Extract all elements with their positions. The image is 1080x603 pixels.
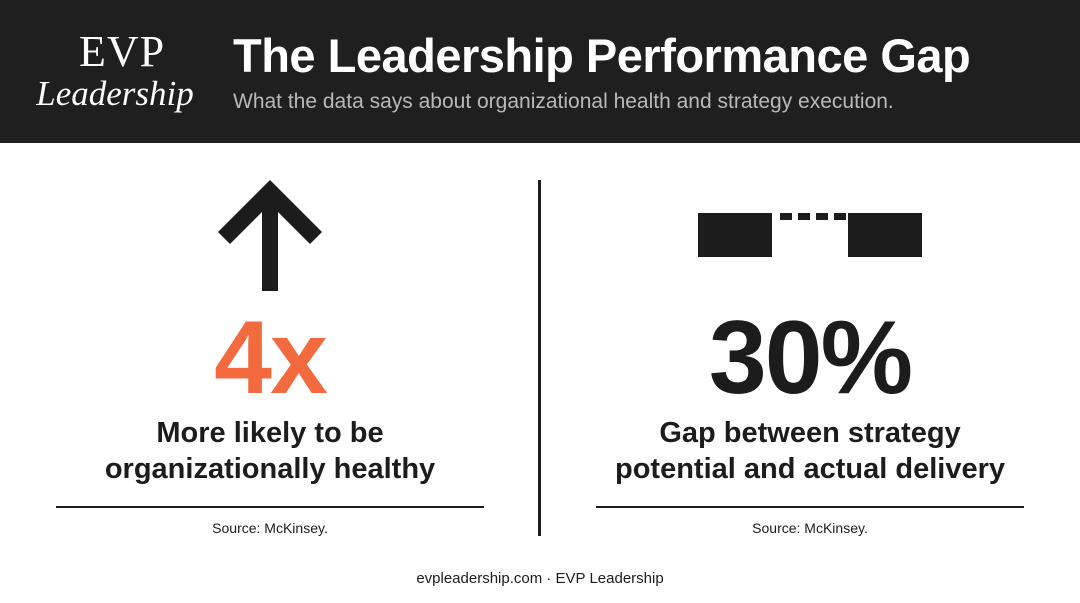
- stat-value-gap: 30%: [708, 300, 913, 416]
- page-subtitle: What the data says about organizational …: [233, 90, 894, 113]
- page-title: The Leadership Performance Gap: [233, 29, 971, 82]
- desc-line: organizationally healthy: [104, 453, 436, 485]
- logo-wordmark-bottom: Leadership: [36, 74, 194, 113]
- divider-rule: [596, 506, 1024, 508]
- footer-credit: evpleadership.com · EVP Leadership: [416, 570, 664, 587]
- brand-logo: EVP Leadership: [32, 30, 212, 114]
- stat-value-health: 4x: [214, 300, 328, 416]
- gap-icon: [698, 213, 922, 257]
- logo-wordmark-top: EVP: [78, 27, 166, 76]
- stat-description-gap: Gap between strategy potential and actua…: [580, 415, 1040, 487]
- desc-line: More likely to be: [156, 417, 384, 449]
- stat-panel-gap: 30% Gap between strategy potential and a…: [580, 143, 1040, 563]
- stat-panel-health: 4x More likely to be organizationally he…: [40, 143, 500, 563]
- source-note: Source: McKinsey.: [752, 520, 868, 536]
- desc-line: Gap between strategy: [659, 417, 961, 449]
- vertical-divider: [538, 180, 541, 536]
- divider-rule: [56, 506, 484, 508]
- header-bar: EVP Leadership The Leadership Performanc…: [0, 0, 1080, 143]
- arrow-up-icon: [218, 180, 322, 291]
- desc-line: potential and actual delivery: [615, 453, 1005, 485]
- stat-description-health: More likely to be organizationally healt…: [40, 415, 500, 487]
- source-note: Source: McKinsey.: [212, 520, 328, 536]
